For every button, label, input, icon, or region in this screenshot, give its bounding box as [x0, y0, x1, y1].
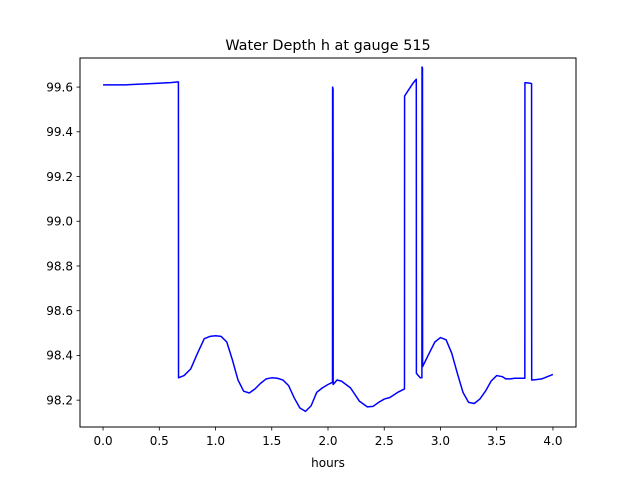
x-tick-label: 2.5 — [375, 434, 394, 448]
y-tick-label: 98.6 — [46, 304, 73, 318]
x-tick-label: 1.5 — [262, 434, 281, 448]
x-tick-label: 0.5 — [150, 434, 169, 448]
y-axis: 98.2 98.4 98.6 98.8 99.0 99.2 99.4 99.6 — [46, 80, 80, 407]
plot-series — [103, 66, 554, 413]
x-tick-label: 1.0 — [206, 434, 225, 448]
series-line-0 — [103, 66, 554, 413]
y-tick-label: 99.6 — [46, 80, 73, 94]
chart-title: Water Depth h at gauge 515 — [225, 38, 430, 54]
y-tick-label: 98.8 — [46, 259, 73, 273]
y-tick-label: 98.4 — [46, 349, 73, 363]
x-axis: 0.0 0.5 1.0 1.5 2.0 2.5 3.0 3.5 4.0 — [94, 427, 562, 448]
x-tick-label: 0.0 — [94, 434, 113, 448]
x-axis-label: hours — [311, 456, 345, 470]
x-tick-label: 4.0 — [543, 434, 562, 448]
y-tick-label: 99.0 — [46, 215, 73, 229]
x-tick-label: 2.0 — [318, 434, 337, 448]
x-tick-label: 3.0 — [431, 434, 450, 448]
y-tick-label: 98.2 — [46, 393, 73, 407]
x-tick-label: 3.5 — [487, 434, 506, 448]
y-tick-label: 99.2 — [46, 170, 73, 184]
y-tick-label: 99.4 — [46, 125, 73, 139]
